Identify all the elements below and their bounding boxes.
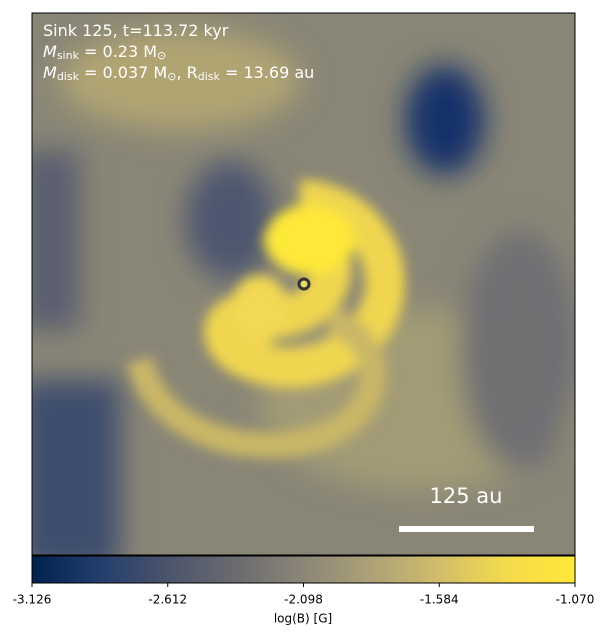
sink-marker (297, 277, 311, 291)
annotation-text: Sink 125, t=113.72 kyr (43, 21, 229, 40)
annotation-text: = 13.69 au (220, 63, 314, 82)
annotation-text: = 0.23 M (79, 42, 157, 61)
colorbar (31, 555, 576, 584)
scale-bar (399, 526, 534, 532)
colorbar-tick-label: -2.612 (148, 593, 187, 607)
subscript: disk (198, 70, 221, 83)
colorbar-tick-label: -2.098 (284, 593, 323, 607)
annotation-text: M (43, 42, 57, 61)
annotation-text: M (43, 63, 57, 82)
colorbar-tick-label: -1.070 (556, 593, 595, 607)
subscript: ⊙ (157, 49, 166, 62)
colorbar-tick-label: -1.584 (420, 593, 459, 607)
annotation-text: , R (176, 63, 197, 82)
scale-bar-label: 125 au (430, 484, 503, 508)
field-image (32, 13, 575, 555)
annotation: Mdisk = 0.037 M⊙, Rdisk = 13.69 au (43, 63, 314, 84)
colorbar-label: log(B) [G] (274, 612, 332, 626)
annotation: Msink = 0.23 M⊙ (43, 42, 166, 63)
colorbar-tick-label: -3.126 (13, 593, 52, 607)
annotation: Sink 125, t=113.72 kyr (43, 21, 229, 40)
subscript: ⊙ (167, 70, 176, 83)
annotation-text: = 0.037 M (79, 63, 167, 82)
image-frame (31, 12, 576, 556)
subscript: disk (57, 70, 80, 83)
subscript: sink (57, 49, 80, 62)
